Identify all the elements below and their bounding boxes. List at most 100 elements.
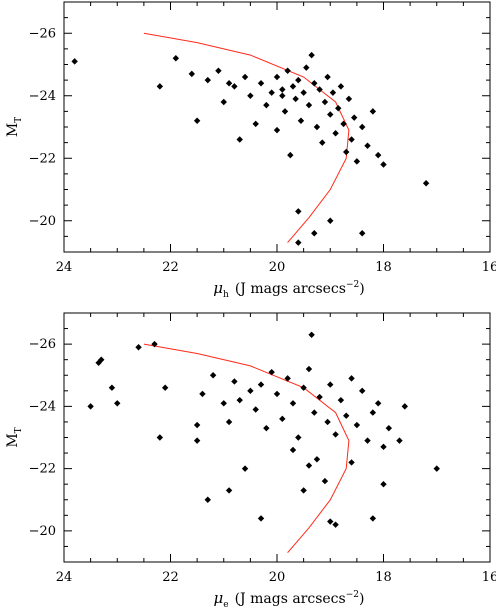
data-point — [332, 431, 339, 438]
x-axis-units: (J mags arcsecs — [235, 281, 346, 297]
data-point — [284, 375, 291, 382]
data-point — [257, 381, 265, 388]
data-point — [313, 456, 321, 463]
x-axis-symbol: μ — [214, 589, 224, 607]
data-point — [209, 372, 217, 379]
data-point — [135, 344, 142, 351]
data-point — [327, 518, 334, 525]
data-point — [359, 387, 366, 395]
data-point — [193, 421, 201, 429]
y-axis-main: M — [5, 433, 21, 447]
data-point — [225, 418, 233, 426]
data-point — [348, 136, 355, 143]
y-axis-label: MT — [5, 427, 24, 447]
data-point — [236, 136, 243, 143]
data-point — [433, 465, 440, 472]
data-point — [289, 400, 297, 407]
data-point — [324, 418, 331, 426]
data-point — [188, 70, 195, 78]
x-tick-label: 24 — [56, 570, 73, 585]
data-point — [71, 58, 78, 65]
y-tick-label: −26 — [29, 26, 56, 41]
x-tick-label: 16 — [482, 570, 496, 585]
data-point — [329, 89, 337, 96]
data-point — [108, 384, 116, 391]
data-point — [287, 151, 294, 159]
data-point — [284, 67, 291, 74]
data-point — [257, 515, 265, 522]
data-point — [204, 496, 211, 503]
data-point — [241, 73, 249, 81]
y-tick-label: −24 — [29, 399, 56, 414]
data-point — [95, 359, 102, 366]
data-point — [156, 83, 164, 90]
data-point — [321, 98, 329, 106]
data-point — [343, 148, 350, 156]
data-point — [422, 180, 430, 187]
model-curve — [143, 32, 350, 243]
data-point — [380, 443, 387, 451]
data-point — [279, 86, 286, 93]
x-axis-label: μe (J mags arcsecs−2) — [214, 589, 365, 608]
data-point — [273, 73, 281, 81]
data-point — [313, 123, 321, 131]
chart-panel-top: 24 22 20 18 16 −26 −24 −22 −20 μh (J mags arcsecs−… — [5, 1, 496, 300]
data-point — [151, 340, 158, 348]
data-point — [279, 415, 286, 423]
data-point — [380, 161, 387, 168]
data-point — [268, 368, 275, 376]
data-point — [396, 437, 403, 444]
x-axis-symbol: μ — [213, 279, 223, 297]
model-curve — [143, 343, 350, 554]
data-point — [252, 406, 259, 413]
data-point — [199, 390, 206, 398]
data-point — [300, 89, 307, 96]
data-point — [231, 83, 238, 90]
data-point — [87, 403, 94, 410]
x-tick-label: 20 — [269, 570, 286, 585]
data-point — [337, 83, 345, 90]
data-point — [343, 412, 350, 419]
data-point — [297, 117, 305, 124]
data-point — [374, 400, 382, 407]
data-point — [332, 521, 339, 528]
x-axis-close: ) — [359, 281, 364, 297]
data-point — [316, 86, 323, 93]
data-point — [295, 76, 302, 84]
x-tick-label: 22 — [162, 260, 179, 275]
data-point — [348, 375, 355, 382]
data-point — [364, 437, 371, 444]
data-point — [308, 331, 315, 338]
data-point — [156, 434, 164, 441]
data-point — [374, 151, 382, 159]
data-point — [327, 111, 334, 118]
data-point — [215, 67, 222, 74]
data-point — [273, 390, 281, 398]
data-point — [241, 465, 249, 472]
data-point — [305, 101, 313, 109]
data-point — [321, 477, 329, 485]
data-point — [252, 120, 259, 128]
data-point — [172, 55, 180, 62]
x-tick-label: 20 — [269, 260, 286, 275]
y-tick-label: −26 — [29, 337, 56, 352]
data-point — [114, 400, 121, 407]
x-axis-label: μh (J mags arcsecs−2) — [213, 279, 364, 300]
x-axis-exponent: −2 — [346, 590, 359, 600]
data-point — [204, 76, 211, 84]
data-point — [353, 158, 361, 165]
data-point — [289, 446, 297, 454]
data-point — [353, 421, 361, 429]
data-point — [300, 487, 307, 494]
data-point — [220, 98, 227, 106]
x-axis-subscript: e — [223, 600, 228, 608]
data-point — [327, 381, 334, 388]
y-axis-subscript: T — [14, 427, 24, 433]
data-point — [369, 409, 377, 416]
data-point — [359, 123, 366, 131]
plot-frame — [63, 312, 491, 563]
data-point — [305, 365, 313, 373]
data-point — [161, 384, 169, 391]
data-point — [281, 108, 289, 115]
